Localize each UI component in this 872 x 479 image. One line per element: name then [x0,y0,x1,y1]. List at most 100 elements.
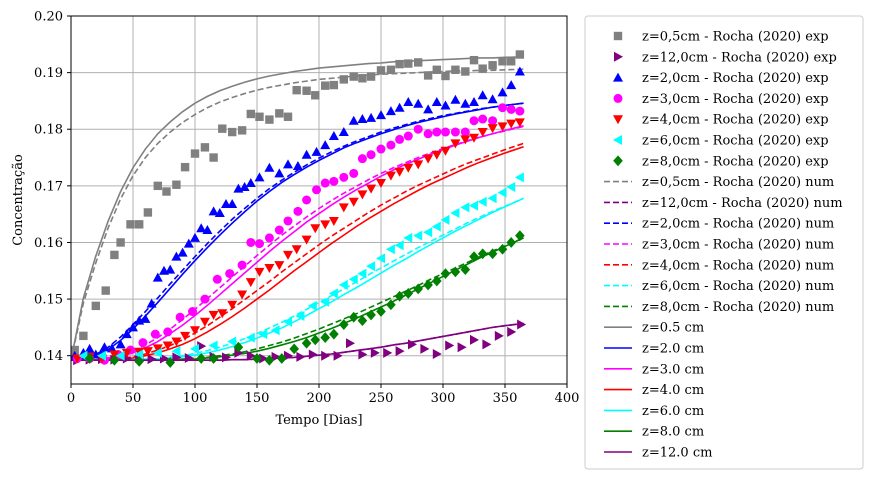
marker-z-0-5cm [180,162,190,172]
y-tick-label: 0.17 [34,179,63,194]
marker-z-0-5cm [79,331,88,341]
marker-z-2-0cm [450,94,461,104]
marker-z-12-0cm [517,319,527,330]
x-tick-label: 100 [183,391,208,406]
marker-z-6-0cm [477,196,487,207]
marker-z-8-0cm [357,315,368,326]
num-line-z-4-0cm-rocha-2020-num [71,142,524,362]
marker-z-2-0cm [357,114,368,124]
legend-marker [613,135,622,145]
legend-label: z=12,0cm - Rocha (2020) exp [642,50,837,65]
marker-z-3-0cm [264,233,274,243]
marker-z-2-0cm [99,342,110,352]
marker-z-6-0cm [394,240,404,251]
marker-z-6-0cm [440,214,450,225]
x-tick-label: 350 [493,391,518,406]
legend-marker [613,93,623,103]
legend-label: z=8.0 cm [642,425,704,440]
legend-entry: z=2,0cm - Rocha (2020) num [604,217,834,232]
marker-z-4-0cm [497,122,508,132]
marker-z-6-0cm [487,193,497,204]
marker-z-8-0cm [403,288,414,299]
marker-z-12-0cm [333,350,343,361]
marker-z-0-5cm [386,65,396,74]
marker-z-2-0cm [514,66,525,76]
marker-z-2-0cm [264,162,275,172]
marker-z-12-0cm [308,349,318,360]
marker-z-0-5cm [339,75,348,84]
legend-label: z=6,0cm - Rocha (2020) exp [642,134,829,149]
legend-marker [613,155,623,167]
marker-z-4-0cm [450,139,461,149]
marker-z-0-5cm [71,345,79,355]
legend-frame [584,15,864,470]
marker-z-8-0cm [339,319,349,330]
legend-label: z=8,0cm - Rocha (2020) exp [642,154,829,169]
marker-z-4-0cm [190,326,200,336]
marker-z-4-0cm [254,267,265,277]
marker-z-8-0cm [469,251,479,263]
marker-z-3-0cm [432,127,442,137]
legend-entry: z=6,0cm - Rocha (2020) num [604,279,834,294]
marker-z-4-0cm [283,250,293,260]
marker-z-3-0cm [312,185,322,195]
marker-z-0-5cm [126,220,135,229]
marker-z-6-0cm [134,349,144,360]
marker-z-6-0cm [514,172,524,183]
marker-z-8-0cm [329,328,339,340]
marker-z-8-0cm [497,243,508,255]
legend-entry: z=4,0cm - Rocha (2020) num [604,258,834,273]
y-tick-label: 0.16 [34,236,63,251]
marker-z-0-5cm [135,220,144,229]
marker-z-2-0cm [128,322,138,332]
marker-z-12-0cm [482,339,492,350]
x-tick-label: 0 [67,391,75,406]
marker-z-2-0cm [152,272,163,282]
marker-z-2-0cm [115,339,126,349]
marker-z-12-0cm [432,348,442,359]
marker-z-3-0cm [254,239,264,249]
marker-z-0-5cm [172,180,181,189]
marker-z-2-0cm [394,102,405,112]
marker-z-6-0cm [115,350,125,361]
x-tick-label: 300 [431,391,456,406]
legend-entry: z=3.0 cm [604,362,704,377]
marker-z-2-0cm [283,159,293,169]
marker-z-4-0cm [423,154,434,164]
marker-z-3-0cm [329,176,339,186]
y-axis-label: Concentração [11,154,26,246]
marker-z-2-0cm [208,206,219,216]
marker-z-4-0cm [217,309,228,319]
legend-entry: z=4.0 cm [604,383,704,398]
marker-z-4-0cm [514,118,525,128]
marker-z-4-0cm [180,331,191,341]
model-line-z-0-5-cm [71,55,524,361]
marker-z-0-5cm [469,55,479,65]
marker-z-2-0cm [460,98,471,108]
marker-z-0-5cm [116,238,125,247]
marker-z-4-0cm [385,171,396,181]
marker-z-6-0cm [348,274,358,285]
marker-z-4-0cm [328,216,339,226]
marker-z-4-0cm [506,119,517,129]
marker-z-12-0cm [197,341,207,352]
x-axis-ticks: 0 50 100 150 200 250 300 350 400 [67,384,579,406]
marker-z-3-0cm [413,124,423,134]
marker-z-2-0cm [214,208,225,218]
marker-z-2-0cm [140,313,151,323]
marker-z-2-0cm [292,161,303,171]
marker-z-0-5cm [414,58,423,67]
legend-entry: z=0,5cm - Rocha (2020) exp [613,30,829,45]
legend-marker [613,31,623,41]
marker-z-12-0cm [346,338,355,349]
x-tick-label: 50 [125,391,142,406]
marker-z-2-0cm [171,251,182,261]
legend-entry: z=8,0cm - Rocha (2020) exp [613,154,829,169]
marker-z-12-0cm [383,347,393,358]
marker-z-4-0cm [171,337,182,347]
marker-z-3-0cm [188,307,198,317]
legend-label: z=3,0cm - Rocha (2020) exp [642,92,829,107]
marker-z-0-5cm [246,109,255,119]
marker-z-8-0cm [423,279,433,291]
marker-z-8-0cm [196,353,206,364]
